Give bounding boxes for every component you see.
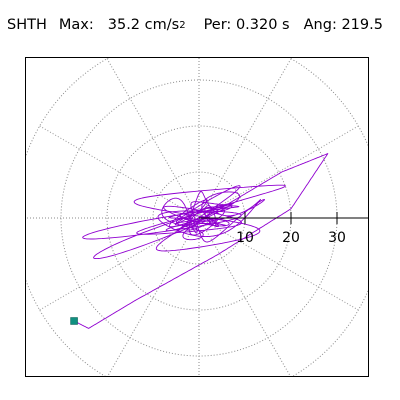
grid-spoke (107, 217, 200, 376)
grid-spoke (39, 125, 200, 219)
trace-header: SHTH Max: 35.2 cm/s 2 Per: 0.320 s Ang: 2… (7, 17, 383, 33)
radial-tick-label: 10 (236, 230, 254, 246)
radial-tick-label: 20 (282, 230, 300, 246)
station-code: SHTH (7, 17, 47, 33)
max-unit: cm/s (144, 17, 180, 33)
period-value: 0.320 s (235, 17, 290, 33)
grid-spoke (198, 217, 359, 311)
particle-motion-plot: 10 20 30 (25, 57, 369, 377)
angle-value: 219.5 (341, 17, 383, 33)
grid-spoke (198, 125, 359, 219)
period-label: Per: (203, 17, 232, 33)
grid-spoke (198, 58, 292, 219)
grid-spoke (106, 58, 200, 219)
max-label: Max: (58, 17, 94, 33)
particle-motion-svg: 10 20 30 (26, 58, 368, 376)
angle-label: Ang: (303, 17, 337, 33)
radial-tick-label: 30 (328, 230, 346, 246)
motion-trace (73, 153, 329, 329)
max-value: 35.2 (107, 17, 141, 33)
peak-marker (70, 317, 78, 325)
max-unit-exponent: 2 (179, 20, 186, 31)
